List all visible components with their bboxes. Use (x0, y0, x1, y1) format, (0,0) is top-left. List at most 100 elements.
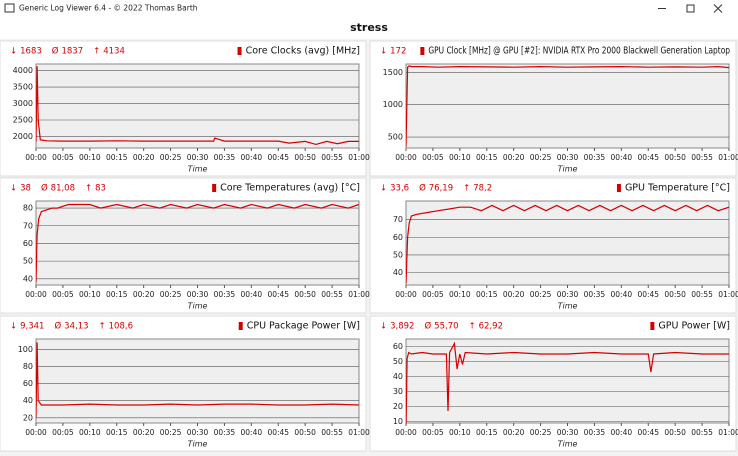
y-tick-label: 500 (388, 133, 403, 142)
chart-panel: ↓ 33,6 Ø 76,19 ↑ 78,2 GPU Temperature [°C] 40 50… (369, 177, 738, 314)
y-tick-label: 40 (393, 268, 403, 277)
x-tick-label: 00:35 (584, 153, 606, 162)
plot-bg (35, 200, 360, 286)
x-tick-label: 00:40 (241, 290, 263, 299)
x-tick-label: 00:50 (664, 428, 686, 437)
y-tick-label: 50 (393, 250, 403, 259)
x-tick-label: 00:00 (25, 153, 47, 162)
stat-value: 1683 (20, 47, 42, 57)
stat-symbol: Ø (419, 183, 426, 194)
x-tick-label: 00:45 (267, 290, 289, 299)
series-line (406, 341, 729, 423)
x-tick-label: 00:50 (664, 290, 686, 299)
stat-symbol: ↑ (469, 322, 476, 332)
x-tick-label: 00:30 (557, 290, 579, 299)
x-tick-label: 00:50 (294, 153, 316, 162)
chart-panel: ↓ 3,892 Ø 55,70 ↑ 62,92 GPU Power [W] 10 20 30 40 5… (369, 315, 738, 452)
stat-value: 1837 (61, 47, 83, 57)
x-tick-label: 00:20 (133, 428, 155, 437)
x-tick-label: 00:30 (557, 153, 579, 162)
legend-swatch (616, 184, 621, 192)
x-axis-label: Time (188, 165, 208, 174)
x-tick-label: 00:40 (611, 428, 633, 437)
y-tick-label: 2500 (13, 116, 33, 125)
y-tick-label: 1000 (383, 100, 403, 109)
stat-value: 38 (20, 184, 31, 194)
y-tick-label: 60 (23, 239, 33, 248)
y-tick-label: 70 (393, 215, 403, 224)
y-tick-label: 40 (23, 396, 33, 405)
x-tick-label: 00:05 (52, 290, 74, 299)
maximize-button[interactable] (686, 4, 695, 13)
stat-symbol: Ø (52, 46, 59, 57)
series-line (406, 65, 729, 147)
x-tick-label: 00:30 (557, 428, 579, 437)
x-tick-label: 01:00 (348, 153, 370, 162)
plot-bg (35, 338, 360, 424)
y-tick-label: 60 (393, 233, 403, 242)
y-tick-label: 60 (23, 379, 33, 388)
x-tick-label: 00:05 (422, 428, 444, 437)
plot-bg (405, 338, 730, 424)
close-button[interactable] (713, 4, 723, 13)
x-tick-label: 00:40 (611, 153, 633, 162)
x-tick-label: 00:35 (584, 428, 606, 437)
legend-swatch (237, 47, 242, 55)
stat-value: 78,2 (473, 184, 492, 194)
x-tick-label: 00:10 (79, 153, 101, 162)
stat-value: 83 (95, 184, 106, 194)
y-tick-label: 2000 (13, 132, 33, 141)
x-axis-label: Time (558, 302, 578, 311)
y-tick-label: 3000 (13, 99, 33, 108)
x-tick-label: 01:00 (718, 290, 738, 299)
x-axis-label: Time (558, 440, 578, 449)
x-tick-label: 00:20 (503, 290, 525, 299)
stat-symbol: Ø (41, 183, 48, 194)
legend-swatch (212, 184, 217, 192)
plot-bg (405, 200, 730, 286)
y-tick-label: 70 (23, 221, 33, 230)
x-tick-label: 00:15 (106, 290, 128, 299)
x-tick-label: 00:10 (79, 290, 101, 299)
chart-title: GPU Power [W] (658, 321, 730, 332)
y-tick-label: 4000 (13, 66, 33, 75)
stat-value: 62,92 (479, 322, 503, 332)
x-tick-label: 00:00 (395, 428, 417, 437)
x-tick-label: 00:55 (691, 153, 713, 162)
x-tick-label: 00:25 (530, 290, 552, 299)
x-tick-label: 00:05 (52, 428, 74, 437)
chart-panel: ↓ 9,341 Ø 34,13 ↑ 108,6 CPU Package Power [W] 2… (0, 315, 370, 452)
app-icon (4, 3, 15, 13)
x-tick-label: 00:20 (133, 153, 155, 162)
y-tick-label: 40 (393, 372, 403, 381)
x-tick-label: 00:15 (476, 290, 498, 299)
x-tick-label: 00:45 (637, 153, 659, 162)
legend-swatch (420, 47, 425, 55)
x-tick-label: 00:30 (187, 290, 209, 299)
x-axis-label: Time (188, 440, 208, 449)
x-tick-label: 00:50 (294, 428, 316, 437)
x-tick-label: 00:15 (476, 428, 498, 437)
chart-title: CPU Package Power [W] (247, 321, 360, 332)
x-tick-label: 00:30 (187, 153, 209, 162)
stat-symbol: ↑ (463, 184, 470, 194)
y-tick-label: 30 (393, 387, 403, 396)
y-tick-label: 80 (23, 362, 33, 371)
y-tick-label: 20 (23, 413, 33, 422)
x-tick-label: 01:00 (718, 153, 738, 162)
series-line (36, 66, 359, 146)
chart-panel: ↓ 38 Ø 81,08 ↑ 83 Core Temperatures (avg) [°C]… (0, 177, 370, 314)
x-tick-label: 00:50 (664, 153, 686, 162)
x-tick-label: 00:35 (214, 290, 236, 299)
x-tick-label: 00:30 (187, 428, 209, 437)
x-tick-label: 00:55 (321, 290, 343, 299)
y-tick-label: 100 (18, 345, 33, 354)
chart-title: GPU Clock [MHz] @ GPU [#2]: NVIDIA RTX P… (428, 46, 730, 57)
x-tick-label: 00:00 (25, 290, 47, 299)
y-tick-label: 50 (393, 357, 403, 366)
chart-panel: ↓ 172 GPU Clock [MHz] @ GPU [#2]: NVIDIA R… (369, 40, 738, 177)
stat-symbol: ↓ (10, 322, 17, 332)
x-tick-label: 00:00 (25, 428, 47, 437)
x-tick-label: 00:25 (160, 153, 182, 162)
series-line (36, 203, 359, 283)
